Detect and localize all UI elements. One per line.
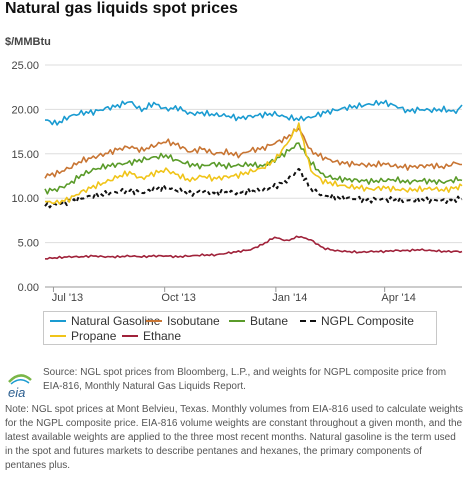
x-tick-label: Jul '13 — [52, 292, 83, 304]
legend-label: Butane — [250, 314, 289, 328]
y-tick-label: 25.00 — [11, 60, 39, 72]
series-line-ngpl-composite — [44, 167, 463, 209]
y-tick-label: 0.00 — [18, 282, 39, 294]
legend-swatch — [300, 319, 316, 322]
y-tick-label: 5.00 — [18, 238, 39, 250]
legend-swatch — [146, 319, 162, 322]
y-tick-label: 20.00 — [11, 104, 39, 116]
x-tick-label: Jan '14 — [272, 292, 307, 304]
chart-legend: Natural Gasoline Isobutane Butane NGPL Comp… — [43, 311, 437, 345]
legend-item: Propane — [50, 329, 116, 343]
source-text: Source: NGL spot prices from Bloomberg, … — [43, 367, 447, 392]
line-chart: 0.00 5.00 10.00 15.00 20.00 25.00 Jul '13 Oct '… — [11, 60, 463, 304]
y-axis-unit: $/MMBtu — [5, 36, 51, 48]
series-line-butane — [44, 142, 463, 195]
y-tick-label: 10.00 — [11, 193, 39, 205]
note-text: Note: NGL spot prices at Mont Belvieu, T… — [5, 404, 463, 471]
svg-text:eia: eia — [8, 385, 25, 400]
legend-swatch — [122, 334, 138, 337]
legend-label: Isobutane — [167, 314, 220, 328]
series-line-natural-gasoline — [44, 99, 463, 126]
legend-item: Isobutane — [146, 314, 220, 328]
legend-item: Natural Gasoline — [50, 314, 160, 328]
legend-swatch — [50, 334, 66, 337]
series-line-ethane — [44, 235, 463, 260]
series-line-propane — [45, 122, 463, 205]
y-tick-label: 15.00 — [11, 149, 39, 161]
x-tick-label: Apr '14 — [381, 292, 416, 304]
chart-title: Natural gas liquids spot prices — [5, 0, 238, 17]
legend-item: Butane — [229, 314, 288, 328]
legend-label: Propane — [71, 329, 117, 343]
legend-item: Ethane — [122, 329, 181, 343]
legend-swatch — [229, 319, 245, 322]
x-tick-label: Oct '13 — [161, 292, 196, 304]
legend-swatch — [50, 319, 66, 322]
series-line-isobutane — [44, 127, 462, 179]
legend-label: Natural Gasoline — [71, 314, 161, 328]
legend-item: NGPL Composite — [300, 314, 414, 328]
legend-label: NGPL Composite — [321, 314, 414, 328]
legend-label: Ethane — [143, 329, 182, 343]
eia-logo: eia — [8, 374, 32, 400]
